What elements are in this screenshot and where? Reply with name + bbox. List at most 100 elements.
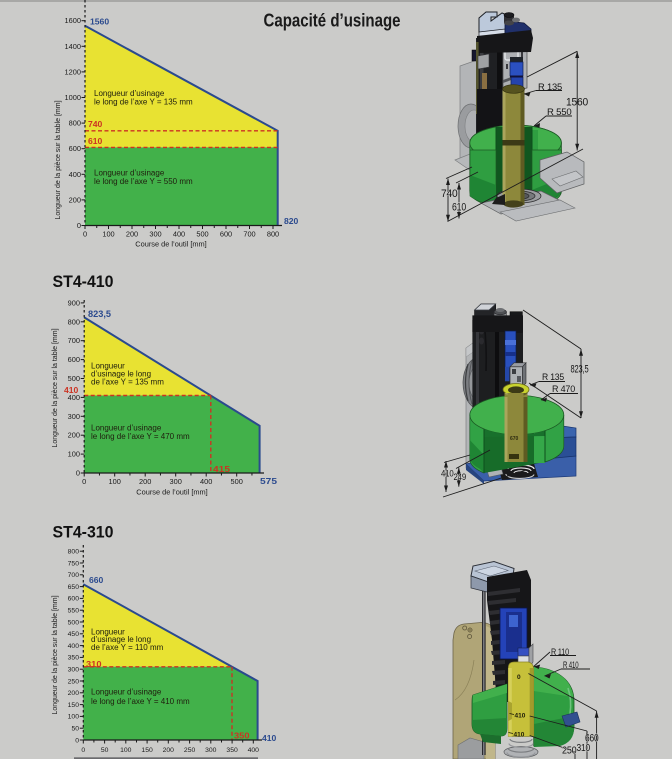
svg-text:410: 410 [514,732,525,739]
svg-text:200: 200 [69,195,81,204]
svg-text:200: 200 [68,431,80,440]
svg-text:200: 200 [139,477,151,486]
svg-text:800: 800 [68,549,80,556]
svg-text:250: 250 [68,678,80,685]
svg-text:Longueur d’usinage: Longueur d’usinage [94,89,165,98]
svg-text:750: 750 [68,560,80,567]
svg-text:0: 0 [81,747,85,754]
svg-text:740: 740 [441,188,458,200]
svg-text:660: 660 [585,733,599,745]
svg-text:Longueur: Longueur [91,627,125,636]
svg-text:600: 600 [69,144,81,153]
svg-text:400: 400 [248,747,260,754]
svg-text:d’usinage le long: d’usinage le long [91,369,151,378]
svg-text:1200: 1200 [65,67,81,76]
svg-text:le long de l’axe Y = 410 mm: le long de l’axe Y = 410 mm [91,697,190,706]
svg-text:500: 500 [68,619,80,626]
svg-text:400: 400 [68,643,80,650]
svg-text:de l’axe Y = 110 mm: de l’axe Y = 110 mm [91,643,164,652]
svg-text:300: 300 [149,230,161,239]
svg-text:R 470: R 470 [552,384,575,395]
svg-text:350: 350 [226,747,238,754]
svg-text:300: 300 [205,747,217,754]
svg-text:400: 400 [173,230,185,239]
svg-text:1600: 1600 [65,16,81,25]
svg-text:Longueur de la pièce sur la ta: Longueur de la pièce sur la table [mm] [52,595,59,714]
svg-text:900: 900 [68,298,80,307]
svg-text:823,5: 823,5 [571,364,589,376]
svg-text:310: 310 [577,743,591,754]
svg-text:0: 0 [76,469,80,478]
svg-text:ST4-310: ST4-310 [53,524,114,542]
svg-text:1560: 1560 [90,17,109,27]
svg-text:350: 350 [234,731,250,741]
svg-text:0: 0 [77,221,81,230]
svg-text:800: 800 [68,317,80,326]
svg-text:le long de l’axe Y = 135 mm: le long de l’axe Y = 135 mm [94,97,193,106]
svg-text:550: 550 [68,608,80,615]
svg-text:250: 250 [184,747,196,754]
svg-text:150: 150 [68,702,80,709]
svg-text:1000: 1000 [65,93,81,102]
svg-text:1400: 1400 [65,42,81,51]
svg-text:R 410: R 410 [563,660,579,671]
svg-text:Course de l’outil [mm]: Course de l’outil [mm] [135,240,206,249]
svg-text:100: 100 [109,477,121,486]
svg-text:le long de l’axe Y = 470 mm: le long de l’axe Y = 470 mm [91,432,190,441]
svg-text:Course de l’outil [mm]: Course de l’outil [mm] [136,488,207,497]
svg-text:400: 400 [69,170,81,179]
svg-text:R 550: R 550 [547,107,572,118]
svg-text:1560: 1560 [566,97,588,109]
svg-text:Longueur d’usinage: Longueur d’usinage [91,688,162,697]
svg-text:150: 150 [141,747,153,754]
svg-text:410: 410 [515,713,526,720]
svg-text:410: 410 [262,733,277,743]
svg-text:R 135: R 135 [542,372,564,383]
svg-text:Longueur d’usinage: Longueur d’usinage [94,169,165,178]
svg-text:800: 800 [69,119,81,128]
svg-text:650: 650 [68,584,80,591]
svg-text:R 110: R 110 [551,647,569,658]
svg-text:200: 200 [126,230,138,239]
svg-text:50: 50 [71,726,79,733]
svg-text:400: 400 [200,477,212,486]
svg-text:100: 100 [68,714,80,721]
svg-text:410: 410 [441,469,454,480]
svg-text:de l’axe Y = 135 mm: de l’axe Y = 135 mm [91,377,164,386]
svg-text:400: 400 [68,393,80,402]
svg-text:600: 600 [68,355,80,364]
svg-text:100: 100 [102,230,114,239]
svg-text:50: 50 [101,747,109,754]
svg-text:le long de l’axe Y = 550 mm: le long de l’axe Y = 550 mm [94,177,193,186]
svg-text:740: 740 [88,119,103,129]
svg-text:500: 500 [231,477,243,486]
svg-text:d’usinage le long: d’usinage le long [91,635,151,644]
svg-text:Longueur: Longueur [91,362,125,371]
svg-text:700: 700 [68,336,80,345]
svg-text:660: 660 [89,575,104,585]
svg-text:0: 0 [82,477,86,486]
svg-text:300: 300 [68,667,80,674]
svg-text:0: 0 [83,230,87,239]
svg-text:820: 820 [284,216,299,226]
svg-text:600: 600 [68,596,80,603]
svg-text:600: 600 [220,230,232,239]
svg-text:610: 610 [88,136,103,146]
svg-text:100: 100 [68,450,80,459]
svg-text:Longueur de la pièce sur la ta: Longueur de la pièce sur la table [mm] [55,100,62,219]
svg-text:823,5: 823,5 [88,309,111,319]
svg-text:0: 0 [517,674,521,681]
svg-text:700: 700 [243,230,255,239]
svg-text:310: 310 [86,659,102,669]
svg-text:350: 350 [68,655,80,662]
svg-text:R 135: R 135 [538,82,562,93]
svg-text:300: 300 [68,412,80,421]
svg-text:500: 500 [196,230,208,239]
svg-text:Longueur d’usinage: Longueur d’usinage [91,423,162,432]
svg-text:410: 410 [64,385,79,395]
svg-text:450: 450 [68,631,80,638]
svg-text:200: 200 [68,690,80,697]
svg-text:500: 500 [68,374,80,383]
svg-text:800: 800 [267,230,279,239]
svg-text:Longueur de la pièce sur la ta: Longueur de la pièce sur la table [mm] [52,328,59,447]
